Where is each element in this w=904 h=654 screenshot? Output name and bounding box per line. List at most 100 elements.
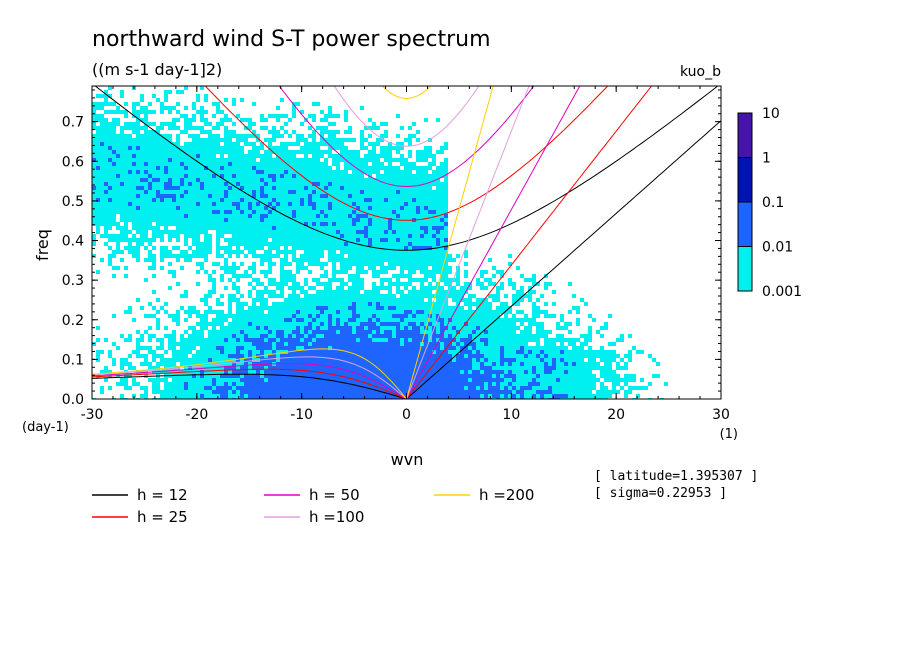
shade-cell	[424, 250, 428, 254]
shade-cell	[108, 146, 112, 150]
shade-cell	[296, 386, 300, 390]
shade-cell	[340, 202, 344, 206]
shade-cell	[428, 214, 432, 218]
shade-cell	[240, 390, 244, 394]
shade-cell	[240, 294, 244, 298]
shade-cell	[204, 350, 208, 354]
shade-cell	[292, 198, 296, 202]
shade-cell	[236, 374, 240, 378]
shade-cell	[332, 178, 336, 182]
shade-cell	[228, 334, 232, 338]
shade-cell	[344, 238, 348, 242]
shade-cell	[100, 170, 104, 174]
shade-cell	[176, 382, 180, 386]
shade-cell	[408, 298, 412, 302]
shade-cell	[316, 190, 320, 194]
shade-cell	[328, 390, 332, 394]
shade-cell	[244, 118, 248, 122]
shade-cell	[228, 190, 232, 194]
shade-cell	[272, 198, 276, 202]
shade-cell	[128, 210, 132, 214]
shade-cell	[292, 290, 296, 294]
shade-cell	[232, 230, 236, 234]
shade-cell	[244, 374, 248, 378]
shade-cell	[428, 198, 432, 202]
shade-cell	[140, 210, 144, 214]
shade-cell	[320, 338, 324, 342]
shade-cell	[340, 294, 344, 298]
shade-cell	[384, 178, 388, 182]
shade-cell	[372, 394, 376, 398]
shade-cell	[100, 386, 104, 390]
shade-cell	[156, 362, 160, 366]
shade-cell	[236, 210, 240, 214]
shade-cell	[300, 238, 304, 242]
shade-cell	[172, 330, 176, 334]
shade-cell	[328, 110, 332, 114]
shade-cell	[164, 362, 168, 366]
shade-cell	[264, 286, 268, 290]
shade-cell	[420, 266, 424, 270]
shade-cell	[208, 206, 212, 210]
shade-cell	[168, 170, 172, 174]
shade-cell	[248, 350, 252, 354]
shade-cell	[336, 338, 340, 342]
shade-cell	[128, 202, 132, 206]
shade-cell	[220, 302, 224, 306]
shade-cell	[288, 202, 292, 206]
shade-cell	[240, 198, 244, 202]
shade-cell	[348, 150, 352, 154]
shade-cell	[392, 358, 396, 362]
shade-cell	[436, 298, 440, 302]
shade-cell	[148, 186, 152, 190]
shade-cell	[148, 178, 152, 182]
shade-cell	[320, 370, 324, 374]
shade-cell	[324, 206, 328, 210]
shade-cell	[300, 218, 304, 222]
shade-cell	[428, 390, 432, 394]
shade-cell	[240, 222, 244, 226]
shade-cell	[296, 286, 300, 290]
shade-cell	[320, 238, 324, 242]
shade-cell	[284, 114, 288, 118]
shade-cell	[292, 258, 296, 262]
shade-cell	[380, 286, 384, 290]
shade-cell	[260, 322, 264, 326]
shade-cell	[416, 214, 420, 218]
shade-cell	[272, 170, 276, 174]
shade-cell	[188, 134, 192, 138]
shade-cell	[312, 234, 316, 238]
shade-cell	[420, 346, 424, 350]
shade-cell	[380, 178, 384, 182]
shade-cell	[348, 210, 352, 214]
shade-cell	[208, 338, 212, 342]
shade-cell	[176, 210, 180, 214]
shade-cell	[428, 218, 432, 222]
shade-cell	[332, 370, 336, 374]
shade-cell	[336, 334, 340, 338]
shade-cell	[428, 386, 432, 390]
shade-cell	[272, 366, 276, 370]
shade-cell	[164, 142, 168, 146]
shade-cell	[408, 274, 412, 278]
shade-cell	[144, 206, 148, 210]
shade-cell	[224, 370, 228, 374]
shade-cell	[436, 342, 440, 346]
shade-cell	[404, 230, 408, 234]
shade-cell	[164, 162, 168, 166]
shade-cell	[216, 158, 220, 162]
shade-cell	[416, 194, 420, 198]
shade-cell	[144, 146, 148, 150]
shade-cell	[304, 230, 308, 234]
shade-cell	[404, 306, 408, 310]
shade-cell	[416, 166, 420, 170]
shade-cell	[184, 382, 188, 386]
shade-cell	[164, 302, 168, 306]
shade-cell	[372, 242, 376, 246]
shade-cell	[232, 350, 236, 354]
shade-cell	[404, 210, 408, 214]
shade-cell	[144, 210, 148, 214]
shade-cell	[312, 158, 316, 162]
shade-cell	[316, 246, 320, 250]
shade-cell	[324, 130, 328, 134]
